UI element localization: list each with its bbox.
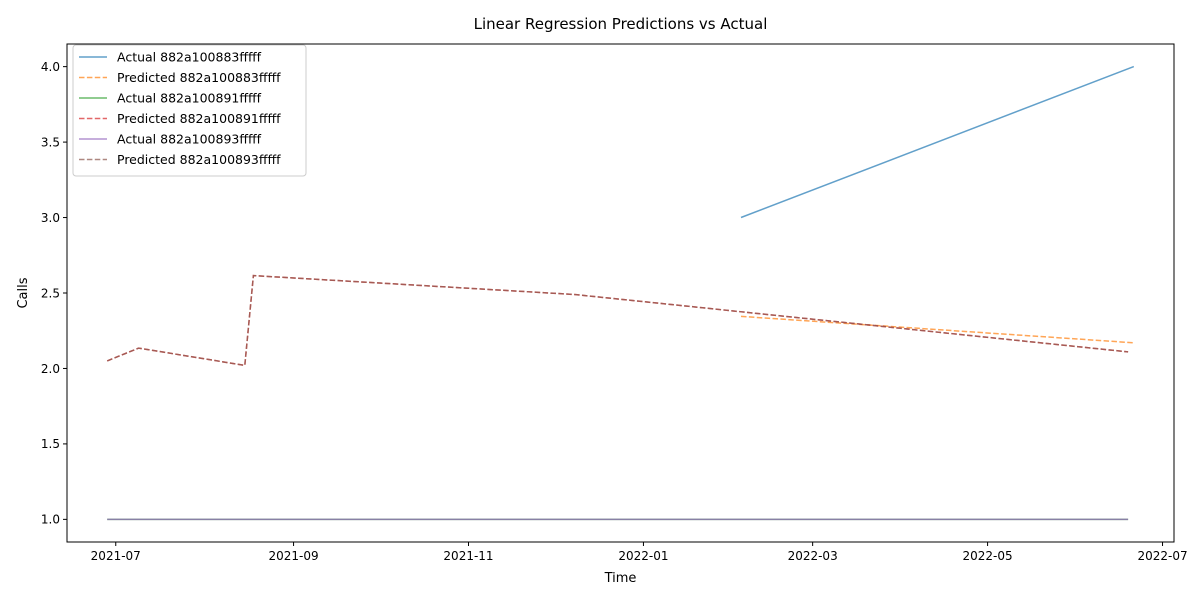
y-tick-label: 3.0 [41, 211, 60, 225]
legend: Actual 882a100883fffff Predicted 882a1008… [72, 44, 307, 177]
legend-box [72, 44, 307, 177]
y-axis: 1.0 1.5 2.0 2.5 3.0 3.5 4.0 [41, 60, 67, 527]
x-tick-label: 2022-07 [1137, 549, 1187, 563]
y-tick-label: 2.5 [41, 286, 60, 300]
chart-title: Linear Regression Predictions vs Actual [474, 15, 768, 33]
series-line-6 [106, 274, 1129, 367]
x-tick-label: 2022-03 [788, 549, 838, 563]
series-layer [106, 65, 1135, 521]
series-line-2 [740, 315, 1134, 344]
legend-label: Predicted 882a100893fffff [117, 152, 281, 167]
legend-label: Actual 882a100883fffff [117, 50, 262, 65]
y-tick-label: 3.5 [41, 135, 60, 149]
x-tick-label: 2021-07 [91, 549, 141, 563]
legend-label: Predicted 882a100891fffff [117, 111, 281, 126]
series-line-1 [740, 65, 1135, 219]
x-tick-label: 2022-05 [963, 549, 1013, 563]
x-tick-label: 2021-09 [268, 549, 318, 563]
x-axis-label: Time [604, 571, 637, 586]
y-axis-label: Calls [16, 277, 31, 308]
y-tick-label: 1.5 [41, 437, 60, 451]
y-tick-label: 1.0 [41, 513, 60, 527]
x-tick-label: 2022-01 [618, 549, 668, 563]
legend-label: Actual 882a100893fffff [117, 132, 262, 147]
y-tick-label: 2.0 [41, 362, 60, 376]
legend-label: Actual 882a100891fffff [117, 91, 262, 106]
legend-label: Predicted 882a100883fffff [117, 70, 281, 85]
x-tick-label: 2021-11 [443, 549, 493, 563]
x-axis: 2021-07 2021-09 2021-11 2022-01 2022-03 2022-… [91, 542, 1188, 563]
y-tick-label: 4.0 [41, 60, 60, 74]
